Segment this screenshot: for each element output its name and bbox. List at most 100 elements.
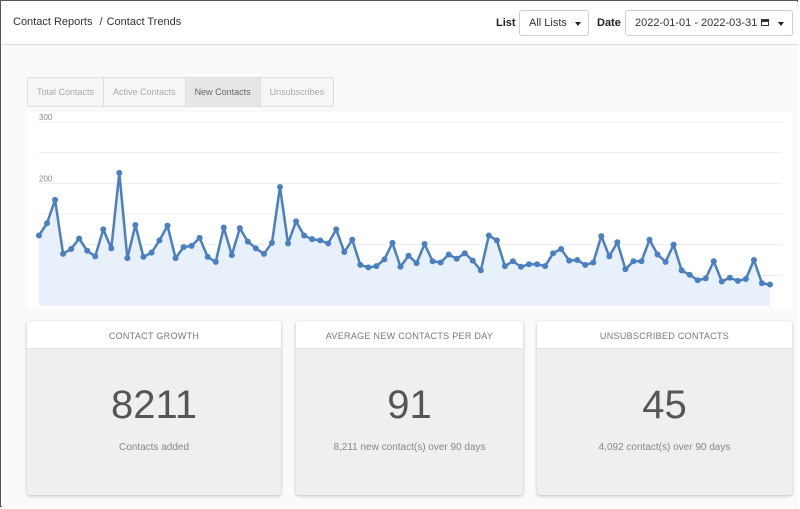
data-point[interactable]	[767, 281, 773, 288]
data-point[interactable]	[598, 233, 605, 240]
data-point[interactable]	[325, 240, 332, 247]
data-point[interactable]	[188, 242, 195, 249]
data-point[interactable]	[622, 266, 629, 273]
data-point[interactable]	[389, 239, 396, 246]
data-point[interactable]	[220, 224, 227, 231]
data-point[interactable]	[44, 220, 51, 227]
data-point[interactable]	[301, 232, 308, 239]
breadcrumb-parent-link[interactable]: Contact Reports	[13, 16, 93, 28]
data-point[interactable]	[469, 257, 476, 264]
data-point[interactable]	[36, 232, 42, 239]
data-point[interactable]	[574, 257, 581, 263]
data-point[interactable]	[710, 258, 717, 265]
data-point[interactable]	[52, 196, 59, 203]
data-point[interactable]	[509, 258, 516, 265]
data-point[interactable]	[477, 267, 484, 274]
data-point[interactable]	[76, 235, 83, 242]
data-point[interactable]	[638, 258, 645, 265]
data-point[interactable]	[140, 253, 147, 260]
data-point[interactable]	[742, 276, 749, 283]
data-point[interactable]	[212, 258, 219, 265]
data-point[interactable]	[501, 263, 508, 270]
data-point[interactable]	[349, 236, 356, 243]
data-point[interactable]	[517, 263, 524, 270]
data-point[interactable]	[758, 280, 765, 287]
data-point[interactable]	[100, 226, 107, 233]
data-point[interactable]	[630, 258, 637, 265]
data-point[interactable]	[92, 253, 99, 260]
data-point[interactable]	[148, 249, 155, 256]
data-point[interactable]	[566, 257, 573, 264]
data-point[interactable]	[429, 258, 436, 265]
data-point[interactable]	[244, 238, 251, 245]
data-point[interactable]	[228, 252, 235, 259]
tab-new-contacts[interactable]: New Contacts	[185, 78, 261, 106]
data-point[interactable]	[493, 237, 500, 244]
data-point[interactable]	[702, 275, 709, 282]
data-point[interactable]	[646, 236, 653, 243]
data-point[interactable]	[485, 232, 492, 239]
data-point[interactable]	[694, 277, 701, 284]
data-point[interactable]	[606, 253, 613, 260]
data-point[interactable]	[445, 251, 452, 258]
data-point[interactable]	[550, 250, 557, 257]
data-point[interactable]	[268, 239, 275, 246]
data-point[interactable]	[397, 263, 404, 270]
data-point[interactable]	[333, 226, 340, 233]
data-point[interactable]	[317, 237, 324, 244]
data-point[interactable]	[453, 255, 460, 262]
data-point[interactable]	[526, 261, 533, 268]
data-point[interactable]	[204, 253, 211, 260]
data-point[interactable]	[750, 257, 757, 263]
data-point[interactable]	[373, 263, 380, 270]
data-point[interactable]	[196, 234, 203, 241]
data-point[interactable]	[413, 260, 420, 267]
data-point[interactable]	[132, 222, 139, 229]
data-point[interactable]	[718, 278, 725, 285]
data-point[interactable]	[164, 222, 171, 229]
data-point[interactable]	[309, 236, 316, 243]
data-point[interactable]	[260, 250, 267, 257]
tab-total-contacts[interactable]: Total Contacts	[28, 78, 105, 106]
data-point[interactable]	[357, 261, 364, 268]
data-point[interactable]	[252, 245, 259, 252]
data-point[interactable]	[116, 169, 123, 176]
data-point[interactable]	[686, 271, 693, 278]
data-point[interactable]	[236, 225, 243, 232]
data-point[interactable]	[285, 240, 292, 247]
data-point[interactable]	[180, 244, 187, 251]
data-point[interactable]	[670, 241, 677, 248]
data-point[interactable]	[293, 218, 300, 225]
data-point[interactable]	[678, 267, 685, 274]
data-point[interactable]	[68, 245, 75, 252]
list-select[interactable]: All Lists	[519, 10, 589, 36]
data-point[interactable]	[726, 274, 733, 281]
data-point[interactable]	[276, 184, 283, 191]
date-range-picker[interactable]: 2022-01-01 - 2022-03-31	[625, 10, 793, 36]
data-point[interactable]	[84, 247, 91, 254]
data-point[interactable]	[534, 261, 541, 268]
data-point[interactable]	[172, 255, 179, 262]
metric-tabs: Total Contacts Active Contacts New Conta…	[27, 77, 335, 107]
data-point[interactable]	[341, 249, 348, 256]
data-point[interactable]	[582, 261, 589, 268]
data-point[interactable]	[662, 258, 669, 265]
data-point[interactable]	[654, 251, 661, 258]
data-point[interactable]	[461, 250, 468, 257]
tab-active-contacts[interactable]: Active Contacts	[104, 78, 186, 106]
data-point[interactable]	[365, 264, 372, 271]
data-point[interactable]	[124, 255, 131, 262]
data-point[interactable]	[437, 259, 444, 266]
data-point[interactable]	[734, 277, 741, 284]
data-point[interactable]	[405, 252, 412, 259]
data-point[interactable]	[108, 245, 115, 252]
data-point[interactable]	[590, 259, 597, 266]
data-point[interactable]	[60, 250, 67, 257]
tab-unsubscribes[interactable]: Unsubscribes	[269, 87, 325, 97]
data-point[interactable]	[421, 241, 428, 248]
data-point[interactable]	[156, 237, 163, 244]
data-point[interactable]	[614, 239, 621, 246]
data-point[interactable]	[542, 263, 549, 270]
data-point[interactable]	[381, 256, 388, 263]
data-point[interactable]	[558, 245, 565, 252]
